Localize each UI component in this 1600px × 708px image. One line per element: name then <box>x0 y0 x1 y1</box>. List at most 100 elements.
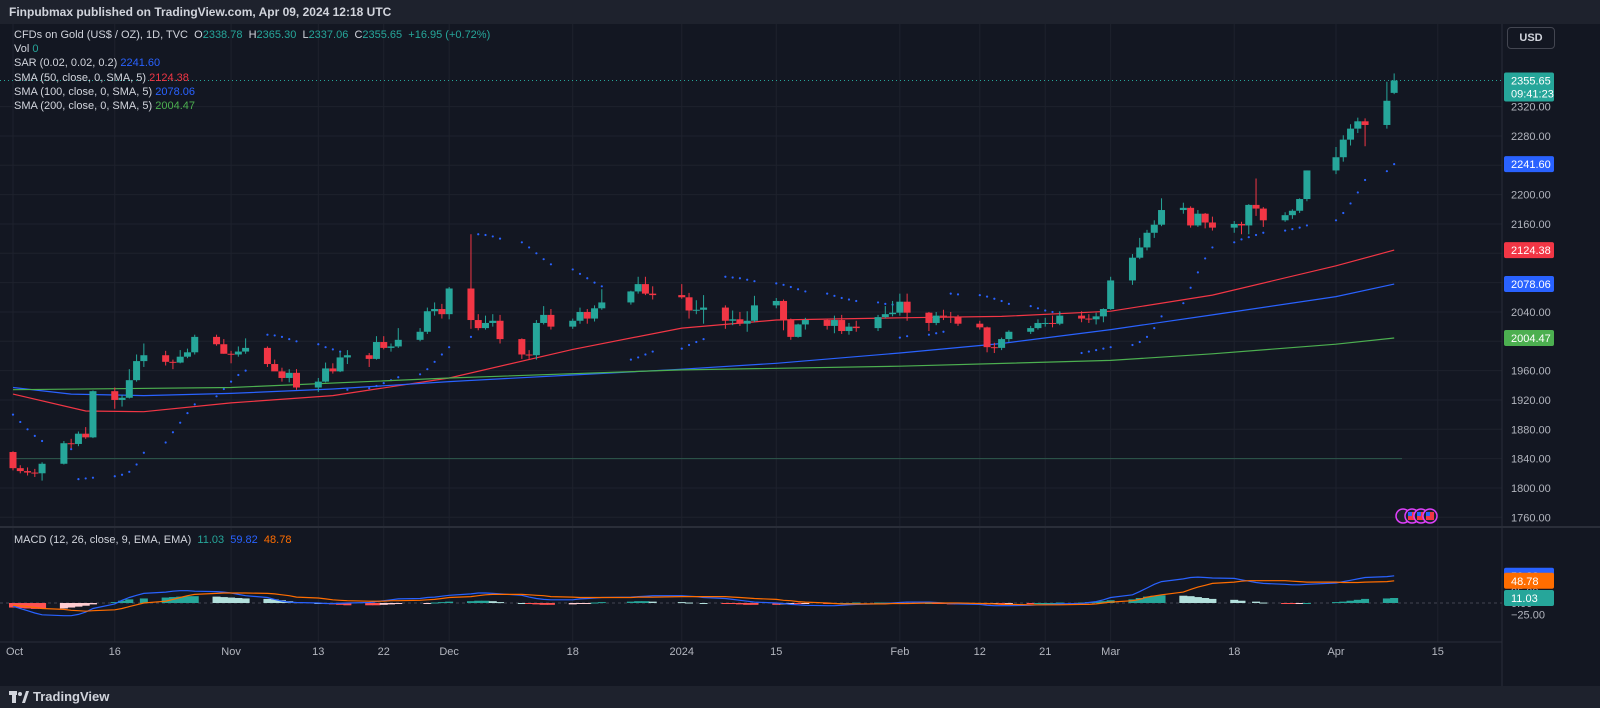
sar-dot <box>498 237 502 240</box>
candle <box>271 359 279 372</box>
event-flags[interactable] <box>1395 508 1438 524</box>
candle-body <box>845 326 853 332</box>
candle-body <box>322 368 330 382</box>
candle <box>794 323 802 338</box>
candle-body <box>227 353 235 355</box>
macd-histogram-bar <box>735 603 744 605</box>
sar-badge-bg <box>1504 156 1554 173</box>
candle-body <box>140 355 148 362</box>
macd-histogram-bar <box>525 603 534 604</box>
candle-body <box>591 308 599 319</box>
candle-body <box>31 472 39 474</box>
candle-body <box>1143 232 1151 248</box>
candle <box>278 367 286 382</box>
candle <box>649 286 657 300</box>
sar-dot <box>731 276 734 279</box>
macd-histogram-bar <box>1201 597 1210 603</box>
macd-histogram-bar <box>1230 599 1239 603</box>
candle-body <box>482 322 489 329</box>
candle <box>24 467 32 476</box>
flag-canton <box>1426 512 1430 516</box>
sar-dot <box>1247 236 1250 239</box>
macd-legend[interactable]: MACD (12, 26, close, 9, EMA, EMA) 11.03 … <box>14 534 291 546</box>
candle-body <box>852 326 860 329</box>
macd-histogram-bar <box>1048 603 1057 604</box>
candle-body <box>1027 328 1035 332</box>
time-axis-label: Dec <box>439 646 459 658</box>
sar-dot <box>1385 170 1388 173</box>
us-flag-icon[interactable] <box>1422 508 1438 524</box>
macd-histogram-bar <box>1390 597 1399 603</box>
symbol-row[interactable]: CFDs on Gold (US$ / OZ), 1D, TVC O2338.7… <box>14 29 491 41</box>
macd-histogram-bar <box>568 603 577 605</box>
candle <box>67 438 75 449</box>
macd-histogram-bar <box>387 603 395 605</box>
candle <box>1027 325 1035 334</box>
candle <box>496 314 504 344</box>
candle-body <box>532 322 540 356</box>
macd-histogram-bar <box>1295 603 1304 604</box>
macd-hist-badge: 11.03 <box>1504 589 1554 606</box>
sar-dot <box>833 294 836 297</box>
sar-dot <box>368 387 371 390</box>
candle-body <box>678 295 686 298</box>
close-value: 2355.65 <box>362 29 403 41</box>
candle <box>1049 315 1056 328</box>
candle <box>38 462 46 481</box>
candle-body <box>787 320 795 337</box>
currency-button[interactable]: USD <box>1507 27 1555 49</box>
candle <box>641 276 649 296</box>
sar-dot <box>1007 302 1010 305</box>
candle <box>801 317 809 330</box>
time-axis-label: 2024 <box>670 646 694 658</box>
candle-body <box>518 339 526 355</box>
symbol-name: CFDs on Gold (US$ / OZ), 1D, TVC <box>14 29 189 41</box>
macd-histogram-bar <box>183 596 192 603</box>
candle-body <box>387 346 395 348</box>
candle <box>583 309 591 324</box>
sma-line <box>12 337 1395 391</box>
candle-body <box>82 433 90 438</box>
candle <box>162 350 170 366</box>
candle <box>1143 229 1151 251</box>
macd-histogram-bar <box>1353 599 1362 603</box>
sar-dot <box>273 334 276 337</box>
candle <box>947 311 955 323</box>
sar-dot <box>949 292 952 295</box>
candle <box>16 465 24 474</box>
sar-dot <box>1145 335 1149 338</box>
sar-dot <box>120 473 124 476</box>
sar-dot <box>993 297 996 300</box>
brand-name: TradingView <box>33 689 110 704</box>
candle-body <box>1136 247 1144 258</box>
candle <box>322 362 330 383</box>
sma200-row[interactable]: SMA (200, close, 0, SMA, 5) 2004.47 <box>14 100 195 113</box>
candle <box>787 318 795 340</box>
candle <box>1230 221 1238 233</box>
sar-dot <box>237 373 240 377</box>
candle <box>176 350 184 364</box>
sma50-row[interactable]: SMA (50, close, 0, SMA, 5) 2124.38 <box>14 71 189 84</box>
signal-line <box>12 580 1395 612</box>
candle <box>1208 216 1216 231</box>
sar-row[interactable]: SAR (0.02, 0.02, 0.2) 2241.60 <box>14 57 161 70</box>
sma50-badge-text: 2124.38 <box>1511 245 1551 257</box>
candle <box>1238 221 1245 235</box>
candle <box>372 336 380 360</box>
sma100-row[interactable]: SMA (100, close, 0, SMA, 5) 2078.06 <box>14 85 195 98</box>
candle-body <box>1296 199 1304 211</box>
candle-body <box>1252 204 1260 209</box>
sar-dot <box>1182 302 1185 305</box>
sar-dot <box>193 403 196 406</box>
sar-dot <box>1233 241 1236 244</box>
tradingview-logo[interactable]: TradingView <box>9 689 109 704</box>
time-axis-label: Oct <box>6 646 23 658</box>
chart-canvas[interactable]: 1760.00 1800.00 1840.00 1880.00 1920.00 1960.… <box>0 24 1600 686</box>
high-value: 2365.30 <box>256 29 297 41</box>
candle <box>343 350 351 365</box>
volume-row[interactable]: Vol 0 <box>14 43 39 56</box>
macd-pane <box>0 575 1502 617</box>
sar-dot <box>578 272 582 275</box>
sar-dot <box>520 241 523 244</box>
